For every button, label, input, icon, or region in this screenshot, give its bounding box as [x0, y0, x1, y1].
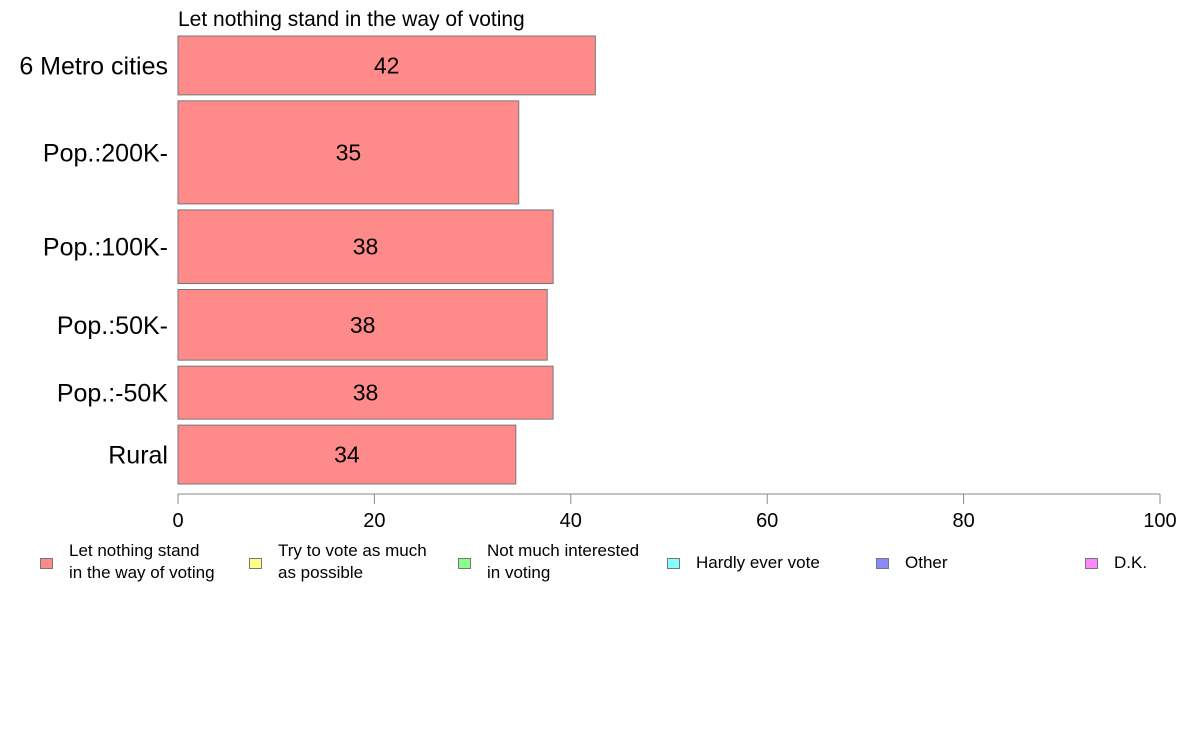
- bar-value-label-3: 38: [350, 312, 376, 338]
- legend-swatch-3: [667, 558, 680, 569]
- legend-label-1: Try to vote as much as possible: [278, 541, 427, 582]
- legend-label-4: Other: [905, 553, 948, 572]
- category-label-0: 6 Metro cities: [19, 52, 168, 80]
- legend: Let nothing stand in the way of voting Tr…: [0, 540, 1188, 600]
- x-tick-label-4: 80: [952, 510, 974, 532]
- category-label-5: Rural: [108, 442, 168, 470]
- legend-label-5: D.K.: [1114, 553, 1148, 572]
- legend-item-5: D.K.: [1085, 540, 1147, 574]
- bar-value-label-2: 38: [353, 234, 379, 260]
- bar-0: [177, 35, 596, 96]
- legend-swatch-4: [876, 558, 889, 569]
- bars-group: 42 6 Metro cities 35 Pop.:200K- 38 Pop.:100K-…: [19, 35, 596, 485]
- x-tick-label-5: 100: [1143, 510, 1176, 532]
- legend-item-0: Let nothing stand in the way of voting: [40, 540, 215, 584]
- category-label-4: Pop.:-50K: [57, 380, 169, 408]
- x-tick-label-2: 40: [560, 510, 582, 532]
- bar-value-label-1: 35: [336, 139, 362, 165]
- legend-label-2: Not much interested in voting: [487, 541, 640, 582]
- category-label-2: Pop.:100K-: [43, 234, 168, 262]
- chart-title: Let nothing stand in the way of voting: [178, 8, 525, 31]
- legend-swatch-0: [40, 558, 53, 569]
- bar-3: [177, 288, 548, 361]
- bar-5: [177, 424, 517, 485]
- x-tick-label-3: 60: [756, 510, 778, 532]
- legend-item-4: Other: [876, 540, 948, 574]
- bar-value-label-0: 42: [374, 52, 400, 78]
- legend-swatch-2: [458, 558, 471, 569]
- bar-4: [177, 365, 554, 420]
- bar-value-label-5: 34: [334, 442, 360, 468]
- category-label-1: Pop.:200K-: [43, 139, 168, 167]
- legend-item-3: Hardly ever vote: [667, 540, 820, 574]
- x-tick-label-1: 20: [363, 510, 385, 532]
- legend-item-2: Not much interested in voting: [458, 540, 639, 584]
- bar-chart: Let nothing stand in the way of voting 4…: [19, 8, 1177, 532]
- bar-2: [177, 209, 554, 284]
- legend-item-1: Try to vote as much as possible: [249, 540, 427, 584]
- legend-label-0: Let nothing stand in the way of voting: [69, 541, 215, 582]
- category-label-3: Pop.:50K-: [57, 312, 168, 340]
- legend-swatch-1: [249, 558, 262, 569]
- bar-1: [177, 100, 520, 205]
- bar-value-label-4: 38: [353, 380, 379, 406]
- legend-swatch-5: [1085, 558, 1098, 569]
- x-axis: 0 20 40 60 80 100: [172, 493, 1177, 532]
- x-tick-label-0: 0: [172, 510, 183, 532]
- legend-label-3: Hardly ever vote: [696, 553, 820, 572]
